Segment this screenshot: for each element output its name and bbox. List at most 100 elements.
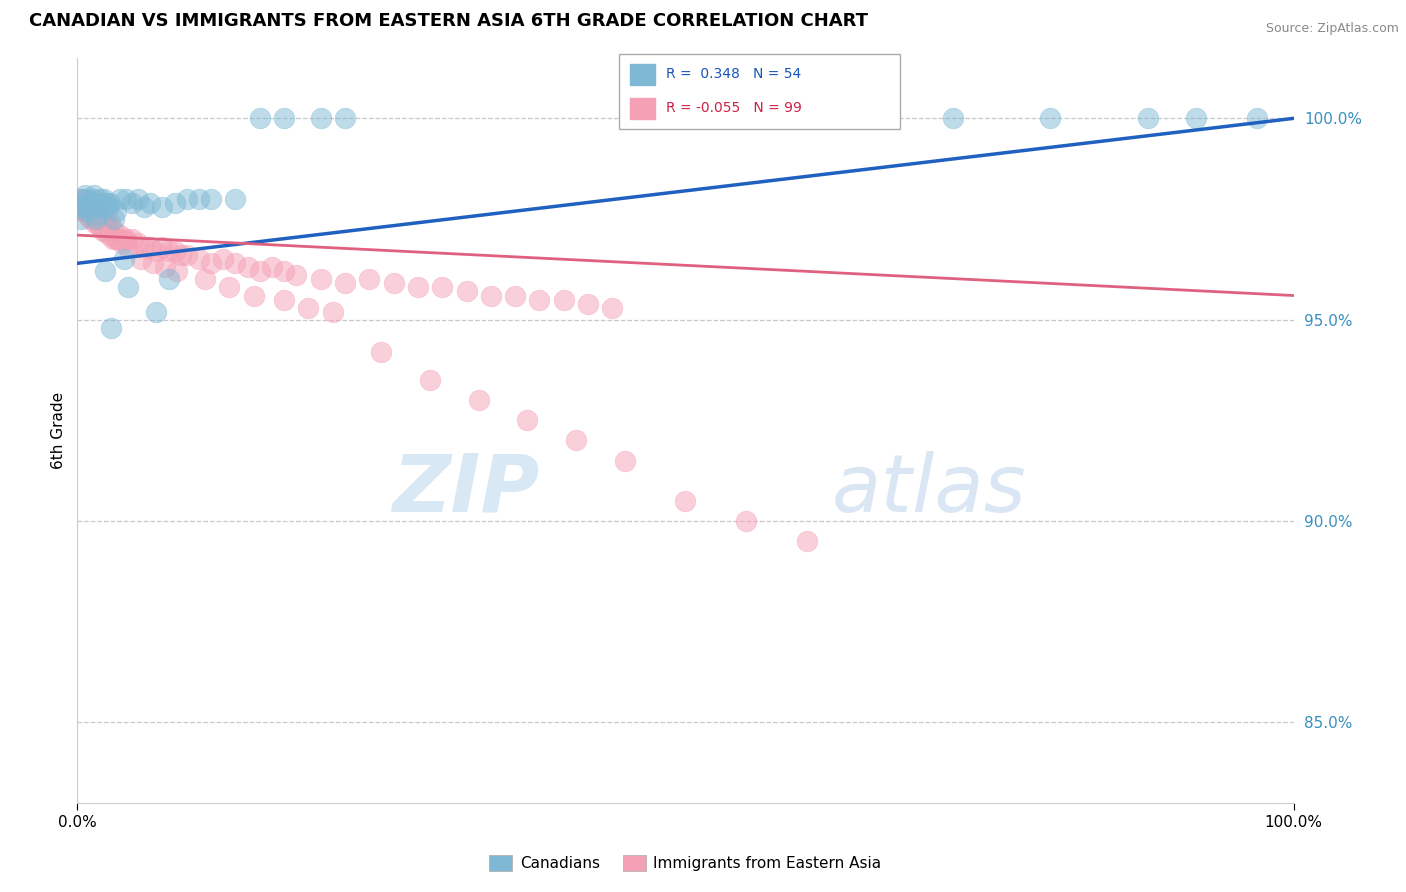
Point [200, 192, 222, 206]
Point [89, 220, 111, 235]
Point [796, 534, 818, 549]
Point [176, 192, 198, 206]
Point [79, 200, 101, 214]
Point [224, 192, 246, 206]
Point [97, 200, 120, 214]
Point [236, 260, 259, 275]
Point [82, 212, 104, 227]
Point [96, 195, 118, 210]
Point [602, 301, 624, 315]
Point [93, 212, 115, 227]
Text: R = -0.055   N = 99: R = -0.055 N = 99 [666, 101, 803, 115]
Point [112, 252, 135, 267]
Point [224, 256, 246, 270]
Point [134, 200, 156, 214]
Point [1136, 112, 1159, 126]
Point [260, 260, 283, 275]
Point [75, 204, 97, 219]
Point [249, 112, 271, 126]
Point [467, 393, 489, 408]
Point [115, 232, 138, 246]
Point [101, 232, 124, 246]
Point [613, 453, 636, 467]
Point [103, 224, 125, 238]
Point [170, 248, 193, 262]
Point [152, 240, 174, 254]
Point [129, 252, 152, 267]
Text: atlas: atlas [831, 451, 1026, 529]
Point [89, 195, 111, 210]
Point [93, 192, 115, 206]
Point [1246, 112, 1268, 126]
Point [83, 187, 105, 202]
Point [70, 200, 93, 214]
Point [89, 192, 111, 206]
Point [134, 240, 156, 254]
Point [108, 192, 131, 206]
Point [91, 224, 114, 238]
Point [70, 200, 93, 214]
Point [166, 264, 188, 278]
Point [80, 200, 103, 214]
Point [72, 192, 94, 206]
Point [503, 288, 526, 302]
Point [157, 272, 180, 286]
Point [76, 195, 98, 210]
Point [117, 280, 139, 294]
Point [117, 240, 139, 254]
Point [297, 301, 319, 315]
Point [200, 256, 222, 270]
Point [75, 192, 97, 206]
Point [157, 244, 180, 259]
Point [107, 232, 129, 246]
Point [406, 280, 429, 294]
Text: ZIP: ZIP [392, 451, 540, 529]
Point [139, 195, 162, 210]
Point [67, 192, 90, 206]
Point [139, 240, 162, 254]
Point [309, 272, 332, 286]
Point [97, 228, 120, 243]
Point [273, 293, 295, 307]
Point [142, 256, 165, 270]
Point [112, 232, 135, 246]
Point [111, 236, 134, 251]
Point [115, 192, 138, 206]
Point [382, 277, 405, 291]
Point [82, 204, 104, 219]
Point [942, 112, 965, 126]
Point [98, 216, 121, 230]
Point [80, 195, 103, 210]
Point [72, 204, 94, 219]
Point [163, 244, 186, 259]
Point [80, 195, 103, 210]
Point [565, 434, 588, 448]
Point [73, 187, 96, 202]
Point [87, 204, 110, 219]
Point [82, 192, 104, 206]
Point [72, 204, 94, 219]
Point [100, 320, 122, 334]
Point [69, 195, 91, 210]
Point [75, 200, 97, 214]
Point [75, 204, 97, 219]
Point [84, 216, 107, 230]
Point [333, 277, 356, 291]
Point [188, 192, 211, 206]
Point [1185, 112, 1208, 126]
Bar [630, 64, 655, 86]
Point [83, 208, 105, 222]
Point [553, 293, 575, 307]
Point [77, 200, 100, 214]
Point [97, 220, 120, 235]
Point [529, 293, 551, 307]
Point [1039, 112, 1062, 126]
Point [194, 272, 217, 286]
Point [333, 112, 356, 126]
Point [89, 208, 111, 222]
Point [76, 195, 98, 210]
Point [84, 212, 107, 227]
Point [67, 192, 90, 206]
Point [86, 216, 108, 230]
Point [77, 204, 100, 219]
